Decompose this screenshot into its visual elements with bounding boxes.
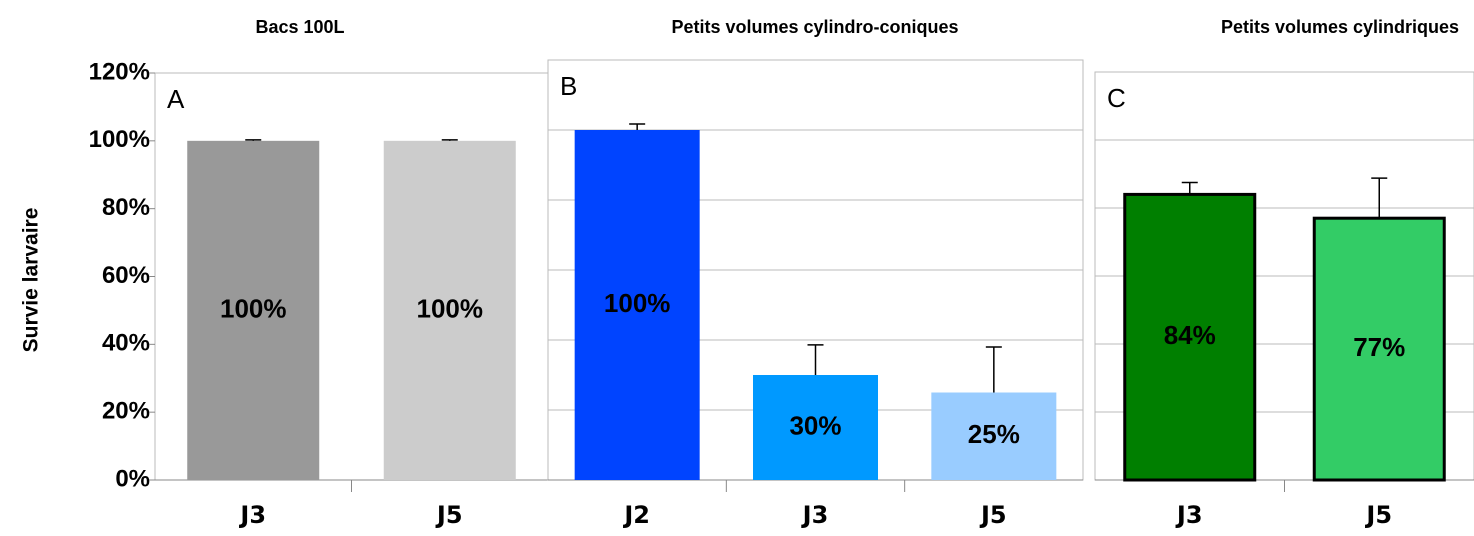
y-tick-label: 20%: [102, 398, 150, 425]
panel-title: Petits volumes cylindriques: [1221, 17, 1459, 37]
x-tick-label: J5: [979, 501, 1007, 529]
panel-letter: B: [560, 71, 577, 101]
y-axis-label: Survie larvaire: [20, 208, 43, 353]
value-label: 77%: [1353, 332, 1405, 362]
value-label: 100%: [417, 293, 484, 323]
value-label: 25%: [968, 419, 1020, 449]
y-tick-label: 0%: [115, 465, 150, 492]
value-label: 100%: [220, 293, 287, 323]
error-bar: [807, 344, 824, 375]
error-bar: [245, 139, 262, 141]
bar: [574, 130, 700, 480]
panel-title: Bacs 100L: [255, 17, 344, 37]
error-bar: [1181, 181, 1198, 195]
error-bar: [629, 123, 646, 130]
x-tick-label: J3: [238, 501, 266, 529]
bar: [753, 375, 878, 480]
value-label: 100%: [604, 288, 671, 318]
x-tick-label: J5: [435, 501, 463, 529]
y-tick-label: 60%: [102, 262, 150, 289]
panel-letter: A: [167, 84, 185, 114]
bar: [1123, 192, 1257, 482]
y-tick-label: 100%: [89, 126, 150, 153]
value-label: 30%: [789, 410, 841, 440]
panel-title: Petits volumes cylindro-coniques: [671, 17, 958, 37]
value-label: 84%: [1164, 320, 1216, 350]
bar: [383, 140, 516, 481]
y-tick-label: 40%: [102, 330, 150, 357]
bar: [1312, 216, 1446, 482]
x-tick-label: J3: [1175, 501, 1203, 529]
error-bar: [441, 139, 458, 141]
panel-letter: C: [1107, 83, 1126, 113]
x-tick-label: J5: [1364, 501, 1392, 529]
y-tick-label: 80%: [102, 194, 150, 221]
error-bar: [1371, 177, 1388, 219]
x-tick-label: J2: [622, 501, 650, 529]
x-tick-label: J3: [801, 501, 829, 529]
bar: [931, 392, 1057, 480]
error-bar: [985, 346, 1002, 393]
bar: [187, 140, 320, 481]
y-tick-label: 120%: [89, 58, 150, 85]
